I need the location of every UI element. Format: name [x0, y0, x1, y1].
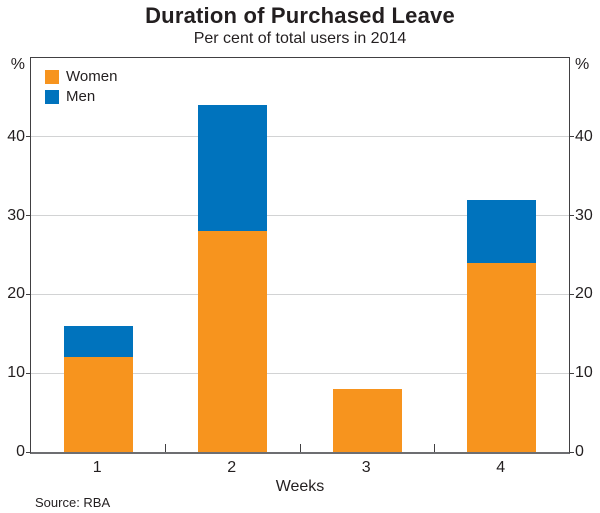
- chart-title: Duration of Purchased Leave: [145, 3, 455, 28]
- bar-women-week-2: [198, 231, 268, 452]
- y-axis-unit-left: %: [10, 56, 25, 73]
- left-y-tick-mark-30: [26, 215, 30, 217]
- left-y-tick-mark-10: [26, 372, 30, 374]
- legend: Women Men: [45, 67, 117, 107]
- right-y-tick-mark-0: [570, 451, 574, 453]
- y-tick-label-left-20: 20: [7, 285, 25, 303]
- legend-label: Men: [66, 88, 96, 105]
- bar-men-week-2: [198, 105, 268, 232]
- bar-men-week-4: [467, 199, 537, 263]
- x-tick-label-1: 1: [92, 459, 102, 476]
- y-axis-unit-right: %: [575, 56, 590, 73]
- y-tick-label-left-30: 30: [7, 206, 25, 224]
- x-tick-label-2: 2: [227, 459, 237, 476]
- right-y-tick-mark-30: [570, 215, 574, 217]
- legend-label: Women: [66, 68, 118, 85]
- y-tick-label-left-10: 10: [7, 364, 25, 382]
- chart-subtitle: Per cent of total users in 2014: [193, 30, 407, 47]
- gridline-10: [31, 372, 569, 374]
- plot-area: Women Men: [30, 57, 570, 454]
- left-y-tick-mark-20: [26, 293, 30, 295]
- y-tick-label-right-40: 40: [575, 127, 593, 145]
- x-axis-tick: [165, 444, 166, 452]
- bar-men-week-1: [63, 325, 133, 358]
- legend-item-men: Men: [45, 87, 117, 107]
- y-tick-label-left-40: 40: [7, 127, 25, 145]
- gridline-30: [31, 215, 569, 217]
- left-y-tick-mark-40: [26, 136, 30, 138]
- gridline-20: [31, 293, 569, 295]
- right-y-tick-mark-10: [570, 372, 574, 374]
- x-axis-tick: [299, 444, 301, 452]
- x-tick-label-3: 3: [361, 459, 371, 476]
- bar-women-week-4: [467, 262, 537, 452]
- gridline-40: [31, 136, 569, 138]
- legend-item-women: Women: [45, 67, 117, 87]
- y-tick-label-right-10: 10: [575, 364, 593, 382]
- right-y-tick-mark-40: [570, 136, 574, 138]
- y-tick-label-left-0: 0: [16, 443, 25, 460]
- y-tick-label-right-0: 0: [575, 443, 584, 460]
- bar-women-week-3: [332, 388, 402, 452]
- legend-swatch-women: [45, 70, 59, 84]
- legend-swatch-men: [45, 90, 59, 104]
- y-tick-label-right-30: 30: [575, 206, 593, 224]
- x-axis-tick: [434, 444, 435, 452]
- y-tick-label-right-20: 20: [575, 285, 593, 303]
- x-axis-title: Weeks: [275, 478, 325, 495]
- source-note: Source: RBA: [35, 495, 111, 510]
- left-y-tick-mark-0: [26, 451, 30, 453]
- x-tick-label-4: 4: [496, 459, 506, 476]
- right-y-tick-mark-20: [570, 293, 574, 295]
- bar-women-week-1: [63, 357, 133, 452]
